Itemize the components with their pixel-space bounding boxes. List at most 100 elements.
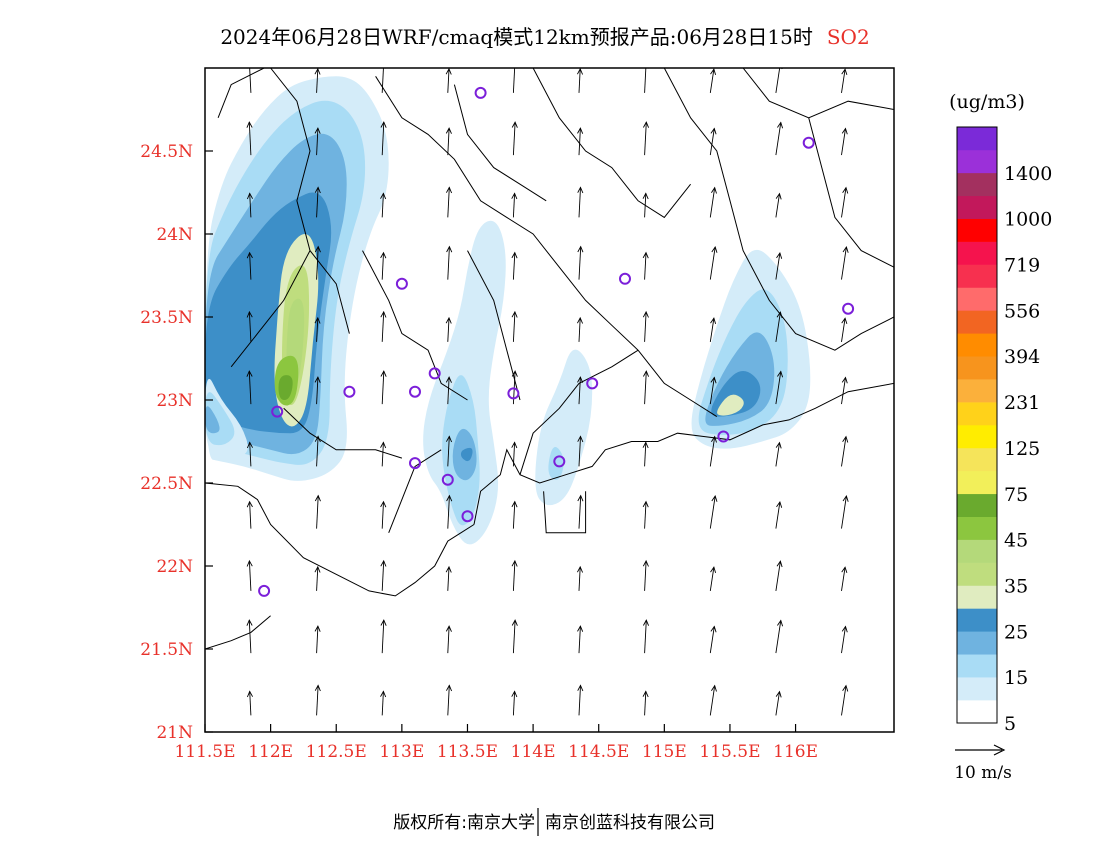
x-axis-ticks: 111.5E 112E 112.5E 113E 113.5E 114E 114.5E 115E… — [174, 724, 818, 762]
x-tick-label: 114.5E — [568, 742, 629, 762]
concentration-contour — [548, 447, 564, 480]
legend-swatch — [957, 470, 997, 495]
legend-label: 15 — [1004, 667, 1028, 689]
map-title: 2024年06月28日WRF/cmaq模式12km预报产品:06月28日15时 S… — [220, 25, 869, 49]
legend-label: 45 — [1004, 530, 1028, 552]
wind-arrow — [577, 68, 584, 93]
wind-arrow — [380, 619, 387, 654]
wind-arrow — [577, 316, 584, 342]
x-tick-label: 112E — [248, 742, 293, 762]
legend-swatch — [957, 402, 997, 426]
x-tick-label: 115.5E — [699, 742, 760, 762]
station-marker — [553, 455, 566, 468]
x-tick-label: 116E — [773, 742, 818, 762]
wind-arrow — [380, 310, 387, 342]
wind-arrow — [577, 565, 584, 591]
y-tick-label: 24N — [156, 225, 193, 245]
wind-arrow — [841, 68, 848, 93]
legend-swatch — [957, 585, 997, 609]
wind-arrow — [314, 245, 321, 280]
wind-arrow — [775, 251, 783, 280]
wind-arrow — [709, 376, 717, 405]
station-marker — [507, 387, 520, 400]
station-marker — [619, 272, 631, 285]
title-species: SO2 — [827, 25, 870, 49]
wind-arrow — [511, 68, 518, 93]
station-marker — [802, 136, 815, 149]
wind-arrow — [246, 121, 253, 156]
concentration-contour — [205, 406, 220, 434]
wind-arrow — [775, 500, 783, 529]
legend-swatch — [957, 493, 997, 517]
wind-arrow — [380, 370, 387, 405]
wind-arrow — [775, 121, 784, 156]
legend-swatch — [957, 218, 997, 242]
station-marker — [441, 473, 454, 486]
admin-border — [453, 84, 547, 202]
wind-arrow — [380, 192, 387, 218]
legend-label: 35 — [1004, 576, 1028, 598]
coastline — [205, 615, 271, 650]
wind-arrow — [246, 690, 253, 716]
so2-plume — [205, 76, 389, 481]
wind-arrow — [577, 245, 584, 280]
station-marker — [842, 302, 855, 315]
wind-arrow — [246, 500, 253, 529]
wind-arrow — [314, 565, 321, 591]
admin-border — [519, 349, 639, 475]
wind-scale-arrow — [955, 744, 1006, 756]
copyright-label: 版权所有:南京大学 — [393, 813, 535, 833]
wind-arrow — [643, 370, 650, 405]
wind-arrow — [246, 559, 253, 591]
wind-arrow — [642, 500, 649, 529]
admin-border — [362, 250, 468, 401]
wind-arrow — [775, 311, 783, 342]
legend-swatch — [957, 562, 997, 586]
wind-arrow — [246, 68, 253, 93]
map-area — [205, 68, 894, 732]
wind-arrow — [511, 619, 518, 654]
wind-arrow — [709, 68, 717, 93]
wind-arrow — [445, 68, 452, 93]
x-tick-label: 114E — [511, 742, 556, 762]
wind-arrow — [709, 494, 718, 529]
y-tick-label: 23.5N — [140, 308, 193, 328]
coastline — [205, 482, 475, 597]
concentration-contour — [717, 394, 744, 416]
legend-label: 556 — [1004, 300, 1040, 322]
title-main: 2024年06月28日WRF/cmaq模式12km预报产品:06月28日15时 — [220, 25, 813, 49]
legend-swatch — [957, 356, 997, 380]
so2-plume — [535, 349, 593, 506]
legend-swatch — [957, 425, 997, 449]
wind-arrow — [709, 317, 717, 342]
wind-arrow — [709, 684, 717, 716]
wind-arrow — [642, 251, 649, 280]
x-tick-label: 111.5E — [174, 742, 235, 762]
wind-arrow — [709, 435, 717, 467]
wind-arrow — [446, 186, 453, 218]
legend-label: 1000 — [1004, 209, 1052, 231]
wind-arrow — [445, 565, 452, 591]
legend-swatch — [957, 287, 997, 311]
legend-label: 25 — [1004, 621, 1028, 643]
wind-arrow — [642, 690, 649, 716]
wind-arrow — [314, 68, 321, 93]
wind-arrow — [775, 619, 784, 654]
wind-arrow — [314, 376, 321, 405]
coastline — [543, 491, 587, 534]
wind-arrow — [246, 619, 253, 654]
wind-arrow — [445, 127, 452, 156]
station-marker — [474, 86, 487, 99]
wind-arrow — [380, 441, 387, 467]
admin-border — [808, 117, 894, 268]
concentration-contour — [278, 375, 293, 400]
wind-arrow — [445, 625, 452, 654]
legend-label: 394 — [1004, 346, 1040, 368]
wind-arrow — [380, 500, 387, 529]
x-tick-label: 113.5E — [437, 742, 498, 762]
wind-arrow — [446, 684, 453, 716]
x-tick-label: 113E — [379, 742, 424, 762]
company-label: 南京创蓝科技有限公司 — [545, 813, 715, 833]
y-tick-label: 24.5N — [140, 142, 193, 162]
